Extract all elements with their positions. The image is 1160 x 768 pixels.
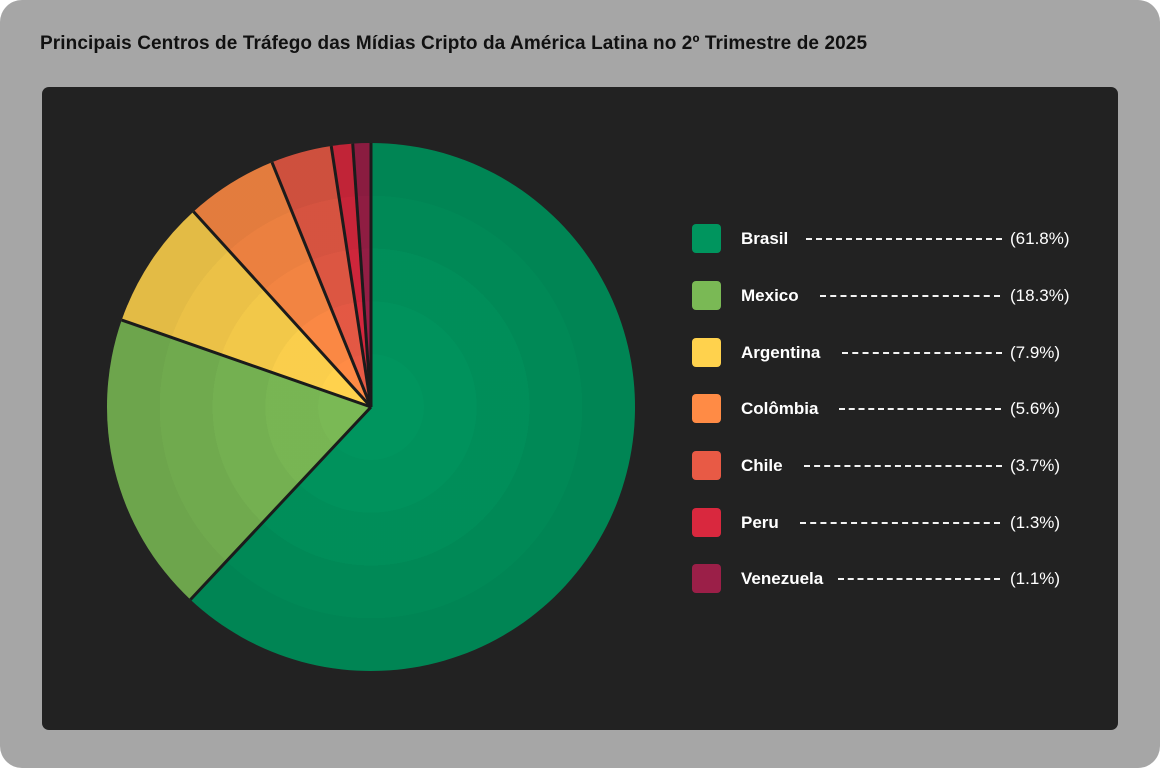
legend-leader [842,352,1002,354]
legend-item-argentina: Argentina (7.9%) [692,338,1092,368]
legend-item-colombia: Colômbia (5.6%) [692,394,1092,424]
legend-percent: (61.8%) [1010,229,1070,248]
chart-panel: Brasil (61.8%) Mexico (18.3%) Argentina … [42,87,1118,730]
legend-percent: (7.9%) [1010,343,1061,362]
legend-label: Peru [741,513,779,532]
legend-leader [838,578,1000,580]
chart-title: Principais Centros de Tráfego das Mídias… [40,33,868,54]
legend-percent: (5.6%) [1010,399,1061,418]
legend-label: Mexico [741,286,799,305]
legend-swatch [692,281,721,310]
legend-percent: (3.7%) [1010,456,1061,475]
legend-label: Argentina [741,343,821,362]
pie-slice-separator [192,210,373,409]
legend-label: Brasil [741,229,789,248]
legend-leader [800,522,1000,524]
legend-swatch [692,394,721,423]
pie-slice-separator [270,161,373,408]
pie-slice-separator [351,143,373,408]
legend-swatch [692,451,721,480]
legend-label: Chile [741,456,783,475]
legend-swatch [692,508,721,537]
pie-slice-separator [189,405,373,601]
legend-percent: (18.3%) [1010,286,1070,305]
legend-item-brasil: Brasil (61.8%) [692,224,1092,254]
legend-leader [804,465,1002,467]
legend-leader [806,238,1002,240]
legend-leader [820,295,1000,297]
legend-item-peru: Peru (1.3%) [692,508,1092,538]
legend-swatch [692,564,721,593]
legend-item-mexico: Mexico (18.3%) [692,281,1092,311]
legend-label: Colômbia [741,399,819,418]
legend-item-chile: Chile (3.7%) [692,451,1092,481]
legend-label: Venezuela [741,569,824,588]
legend-leader [839,408,1001,410]
legend-item-venezuela: Venezuela (1.1%) [692,564,1092,594]
legend-percent: (1.1%) [1010,569,1061,588]
legend-percent: (1.3%) [1010,513,1061,532]
pie-slice-separator [121,318,372,409]
legend-swatch [692,338,721,367]
legend-swatch [692,224,721,253]
pie-slice-separator [329,145,373,408]
